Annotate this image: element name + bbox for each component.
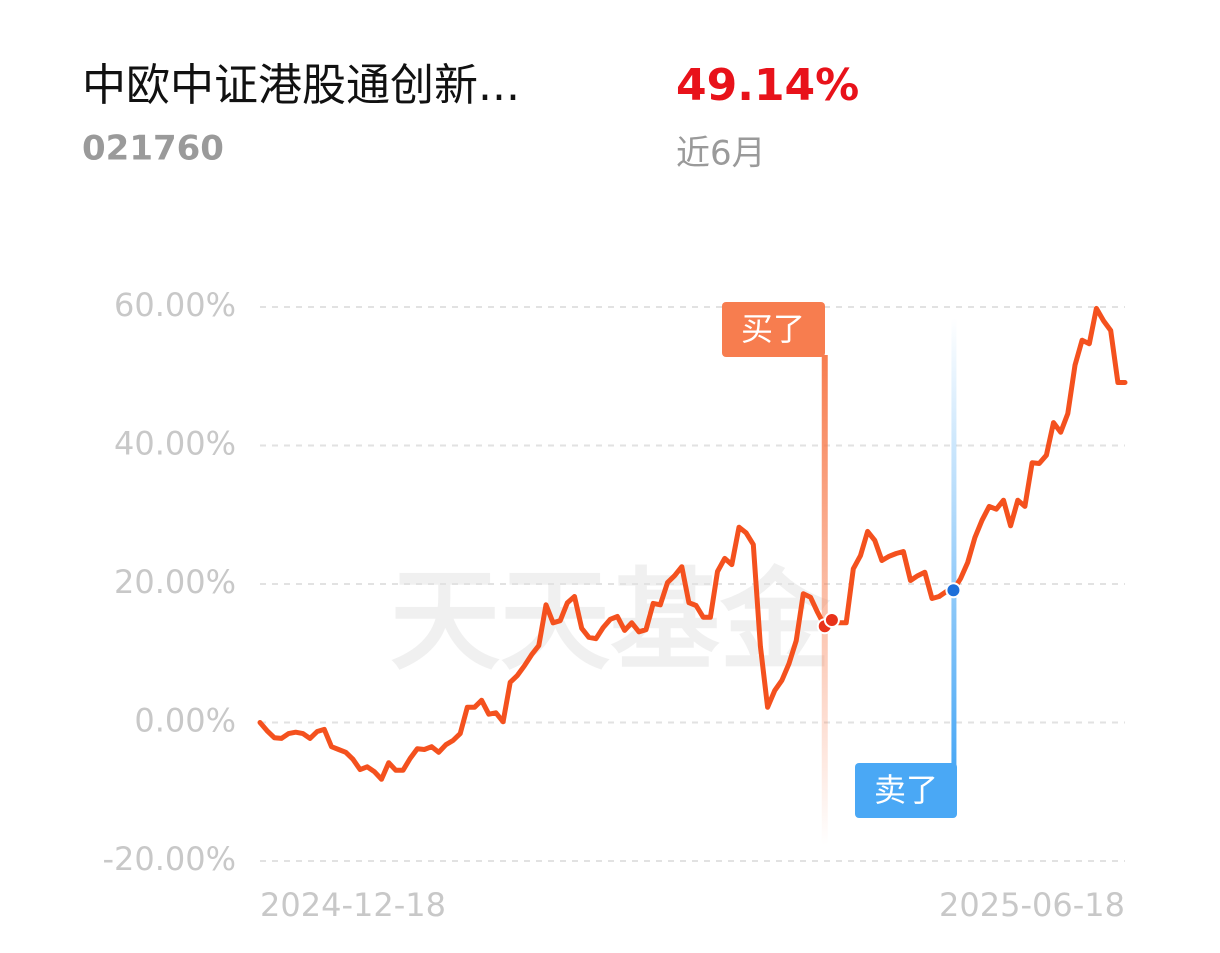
y-tick-label: -20.00%	[102, 840, 236, 878]
y-tick-label: 40.00%	[114, 425, 236, 463]
y-tick-label: 0.00%	[134, 702, 236, 740]
y-tick-label: 60.00%	[114, 286, 236, 324]
fund-code: 021760	[82, 129, 224, 169]
buy-tag-label: 买了	[741, 310, 805, 348]
x-tick-label: 2025-06-18	[939, 886, 1125, 924]
buy-line	[821, 355, 828, 845]
sell-line	[951, 318, 957, 766]
x-tick-label: 2024-12-18	[260, 886, 446, 924]
return-value: 49.14%	[676, 60, 859, 111]
fund-title: 中欧中证港股通创新...	[82, 60, 520, 111]
sell-tag	[855, 763, 957, 818]
y-tick-label: 20.00%	[114, 563, 236, 601]
buy-tag	[722, 302, 825, 357]
trade-dot	[823, 612, 840, 629]
sell-tag-label: 卖了	[874, 771, 938, 809]
price-line	[257, 305, 1128, 782]
trade-dot	[945, 582, 962, 599]
period-label: 近6月	[676, 134, 766, 174]
